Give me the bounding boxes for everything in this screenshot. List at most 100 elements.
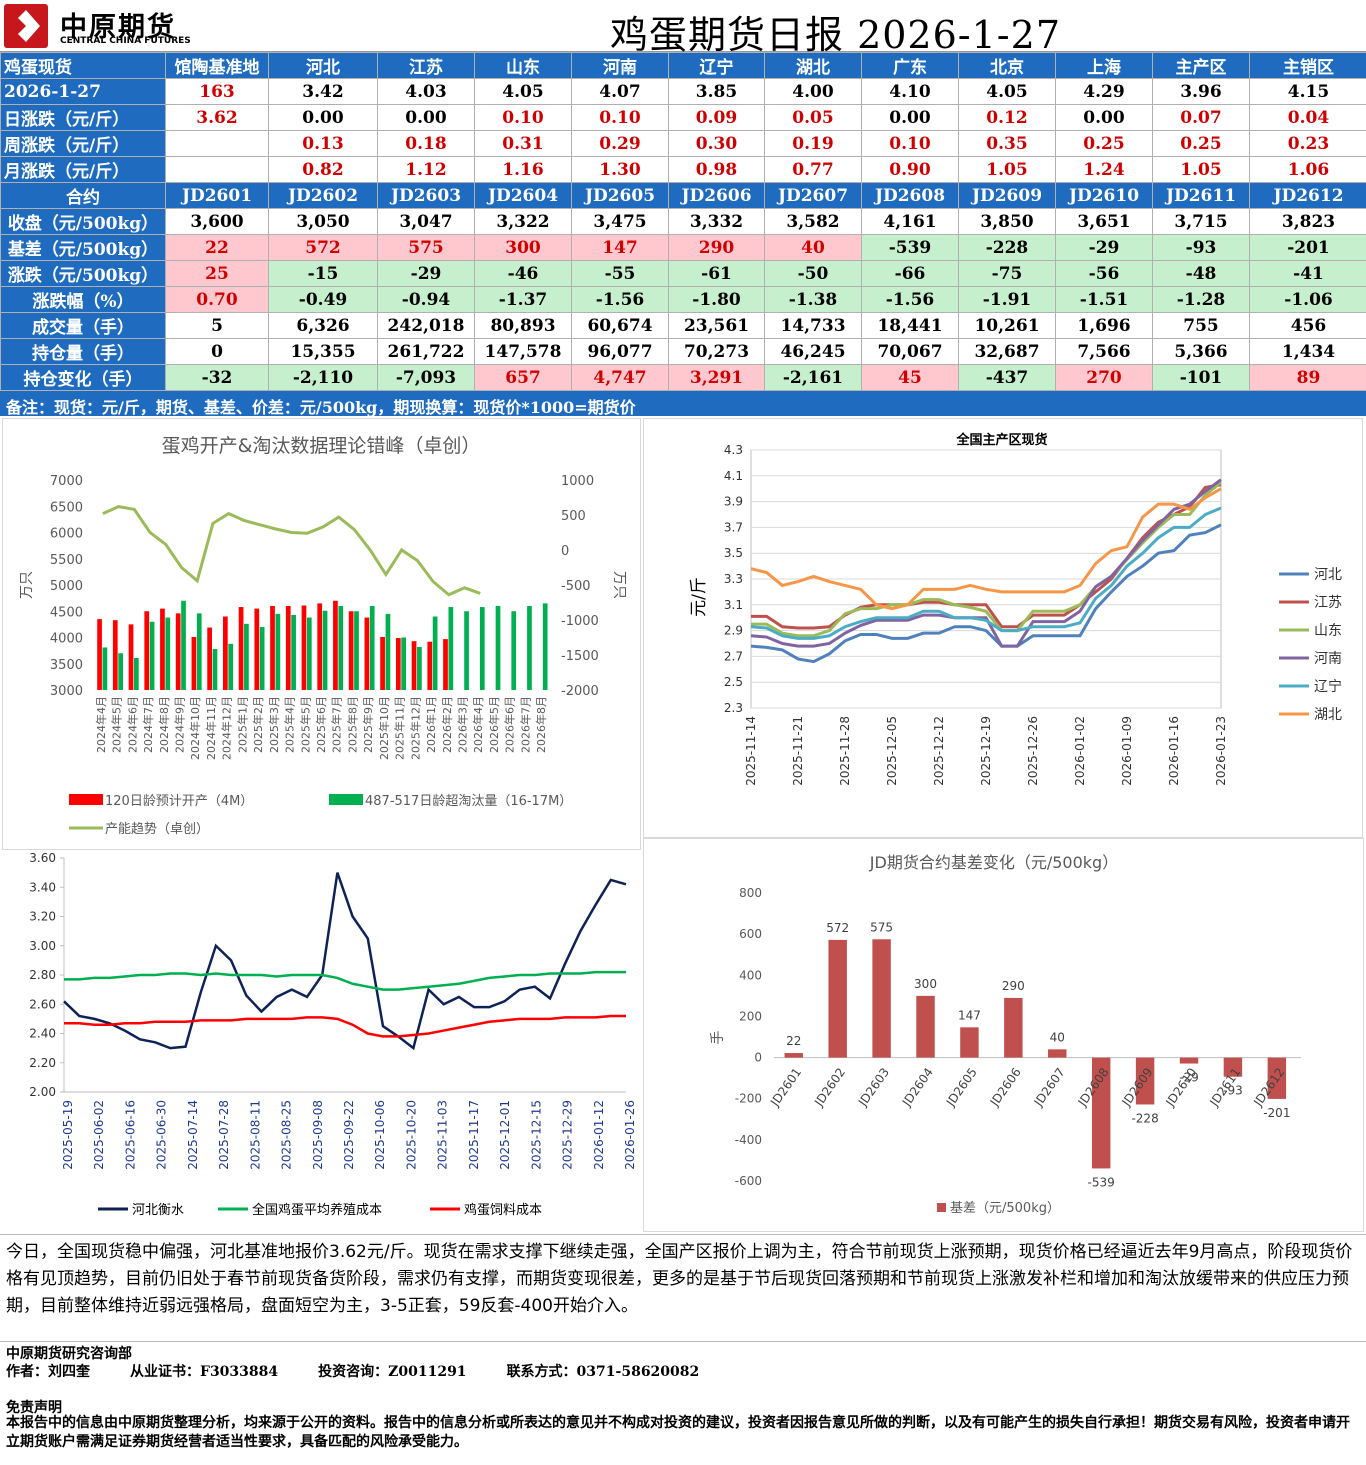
bar-open-laying	[207, 627, 212, 690]
futures-row: 涨跌幅（%） 0.70 -0.49 -0.94 -1.37 -1.56 -1.80 -1.38…	[0, 286, 1366, 313]
bar-culling	[291, 614, 296, 690]
x-tick-label: 2025-09-22	[342, 1100, 356, 1170]
header-cell: 湖北	[764, 52, 862, 79]
futures-row: 持仓量（手） 0 15,355 261,722 147,578 96,077 70,273 4…	[0, 338, 1366, 365]
futures-cell: -1.28	[1152, 286, 1250, 313]
header-cell: JD2609	[958, 182, 1056, 209]
legend-swatch	[329, 794, 363, 805]
futures-cell: 22	[165, 234, 269, 261]
futures-cell: 3,823	[1249, 208, 1366, 235]
legend-label: 江苏	[1314, 595, 1342, 611]
header-cell: JD2610	[1055, 182, 1153, 209]
bar-open-laying	[191, 636, 197, 690]
data-label: -29	[1179, 1071, 1199, 1085]
futures-cell: -228	[958, 234, 1056, 261]
futures-cell: 3,322	[474, 208, 572, 235]
x-tick-label: 2026年6月	[503, 696, 517, 753]
data-label: -228	[1131, 1111, 1158, 1125]
author: 作者：刘四奎	[6, 1364, 90, 1380]
futures-cell: 40	[764, 234, 862, 261]
spot-cell: 0.10	[474, 104, 572, 131]
spot-row: 月涨跌（元/斤） 0.82 1.12 1.16 1.30 0.98 0.77 0.90 1.05…	[0, 156, 1366, 183]
futures-cell: -2,161	[764, 364, 862, 391]
header-cell: 馆陶基准地	[165, 52, 269, 79]
y-tick-label: 4000	[50, 632, 83, 647]
basis-bar	[828, 939, 847, 1058]
x-tick-label: JD2605	[943, 1065, 980, 1109]
x-tick-label: 2024年5月	[110, 696, 124, 753]
y-tick-label: 4500	[50, 605, 83, 620]
spot-cell: 163	[165, 78, 269, 105]
futures-cell: -0.49	[268, 286, 378, 313]
spot-cell: 4.29	[1055, 78, 1153, 105]
data-label: 300	[914, 977, 937, 991]
x-tick-label: 2025年11月	[393, 696, 407, 760]
bar-open-laying	[333, 600, 338, 690]
futures-cell: 261,722	[377, 338, 475, 365]
x-tick-label: 2025年9月	[361, 696, 375, 753]
spot-cell: 0.77	[764, 156, 862, 183]
futures-cell: 25	[165, 260, 269, 287]
futures-cell: -1.51	[1055, 286, 1153, 313]
futures-cell: 3,582	[764, 208, 862, 235]
legend-label: 鸡蛋饲料成本	[464, 1202, 542, 1218]
legend-label: 全国鸡蛋平均养殖成本	[252, 1202, 382, 1218]
x-tick-label: 2026年7月	[518, 696, 532, 753]
spot-cell: 1.12	[377, 156, 475, 183]
y2-tick-label: 1000	[561, 474, 594, 489]
legend-label: 基差（元/500kg）	[950, 1201, 1060, 1216]
data-label: -539	[1088, 1175, 1115, 1189]
futures-row: 基差（元/500kg） 22 572 575 300 147 290 40 -539 -228 -2…	[0, 234, 1366, 261]
spot-cell: 1.30	[571, 156, 669, 183]
basis-bar	[1004, 997, 1023, 1058]
y-axis-label: 手	[710, 1031, 726, 1045]
row-label: 日涨跌（元/斤）	[0, 104, 166, 131]
x-tick-label: JD2606	[987, 1065, 1024, 1109]
futures-cell: 7,566	[1055, 338, 1153, 365]
futures-row: 持仓变化（手） -32 -2,110 -7,093 657 4,747 3,291 -2,16…	[0, 364, 1366, 391]
y-tick-label: 2.5	[724, 675, 743, 689]
futures-cell: 60,674	[571, 312, 669, 339]
spot-cell: 0.12	[958, 104, 1056, 131]
futures-cell: -2,110	[268, 364, 378, 391]
futures-cell: -61	[668, 260, 765, 287]
y2-tick-label: -1500	[561, 649, 599, 664]
futures-cell: -1.56	[571, 286, 669, 313]
x-tick-label: 2025年8月	[345, 696, 359, 753]
legend-label: 湖北	[1314, 707, 1342, 723]
basis-bar	[1179, 1057, 1199, 1064]
futures-cell: -1.80	[668, 286, 765, 313]
x-tick-label: JD2607	[1031, 1065, 1068, 1109]
bar-culling	[165, 617, 171, 690]
x-tick-label: 2025年5月	[298, 696, 312, 753]
bar-culling	[401, 637, 407, 690]
series-line	[750, 523, 1222, 664]
futures-cell: -56	[1055, 260, 1153, 287]
x-tick-label: 2025-06-16	[123, 1100, 137, 1170]
futures-cell: -1.56	[861, 286, 959, 313]
spot-row: 日涨跌（元/斤） 3.62 0.00 0.00 0.10 0.10 0.09 0.05 0.00…	[0, 104, 1366, 131]
chart-basis-bars: JD期货合约基差变化（元/500kg） 800 600 400 200 0 -200 -400…	[643, 838, 1364, 1232]
x-tick-label: JD2602	[811, 1065, 848, 1109]
y-tick-label: 2.7	[724, 649, 743, 663]
x-tick-label: 2025-09-08	[311, 1100, 325, 1170]
spot-cell: 0.31	[474, 130, 572, 157]
x-tick-label: 2026年8月	[534, 696, 548, 753]
futures-cell: -48	[1152, 260, 1250, 287]
futures-cell: 80,893	[474, 312, 572, 339]
bar-open-laying	[238, 607, 244, 690]
futures-cell: -1.37	[474, 286, 572, 313]
spot-cell: 0.23	[1249, 130, 1366, 157]
series-line	[64, 1014, 626, 1038]
futures-cell: 3,715	[1152, 208, 1250, 235]
x-tick-label: 2024年9月	[172, 696, 186, 753]
bar-open-laying	[364, 617, 370, 690]
spot-cell: 3.42	[268, 78, 378, 105]
y2-tick-label: 0	[561, 544, 569, 559]
bar-culling	[102, 647, 108, 690]
y-tick-label: 800	[739, 886, 762, 900]
x-tick-label: 2026年3月	[456, 696, 470, 753]
header-cell: 辽宁	[668, 52, 765, 79]
bar-culling	[322, 610, 328, 690]
spot-cell: 0.82	[268, 156, 378, 183]
